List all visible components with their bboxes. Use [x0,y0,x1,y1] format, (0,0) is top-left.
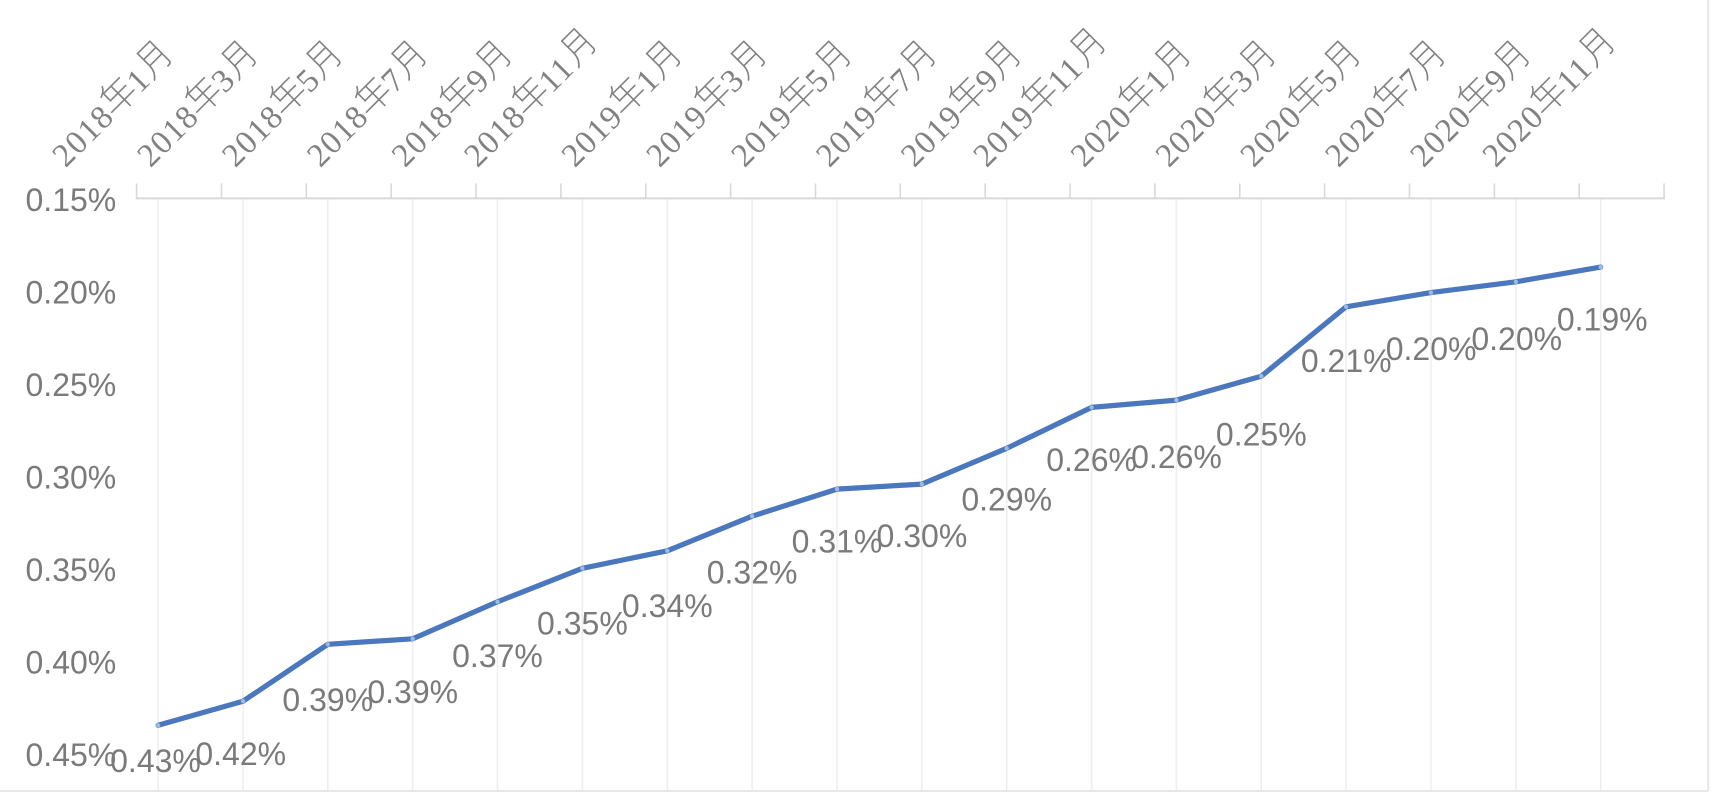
svg-text:0.39%: 0.39% [282,682,373,718]
svg-text:0.26%: 0.26% [1046,442,1137,478]
svg-text:0.31%: 0.31% [792,524,883,560]
svg-text:0.42%: 0.42% [195,736,286,772]
svg-text:0.40%: 0.40% [26,645,117,681]
svg-text:0.29%: 0.29% [961,482,1052,518]
svg-text:0.43%: 0.43% [110,743,201,779]
svg-text:0.45%: 0.45% [26,737,117,773]
svg-text:0.39%: 0.39% [367,674,458,710]
svg-text:0.19%: 0.19% [1557,302,1648,338]
svg-text:0.15%: 0.15% [26,182,117,218]
svg-text:0.20%: 0.20% [1386,331,1477,367]
svg-text:0.34%: 0.34% [622,588,713,624]
svg-text:0.26%: 0.26% [1131,439,1222,475]
svg-text:0.37%: 0.37% [452,638,543,674]
svg-text:0.35%: 0.35% [26,552,117,588]
svg-text:0.20%: 0.20% [1471,321,1562,357]
svg-text:0.30%: 0.30% [26,460,117,496]
svg-text:0.21%: 0.21% [1301,343,1392,379]
svg-text:0.35%: 0.35% [537,606,628,642]
svg-text:0.32%: 0.32% [707,554,798,590]
svg-text:0.25%: 0.25% [1216,417,1307,453]
svg-text:0.30%: 0.30% [877,518,968,554]
svg-text:0.25%: 0.25% [26,367,117,403]
svg-text:0.20%: 0.20% [26,275,117,311]
